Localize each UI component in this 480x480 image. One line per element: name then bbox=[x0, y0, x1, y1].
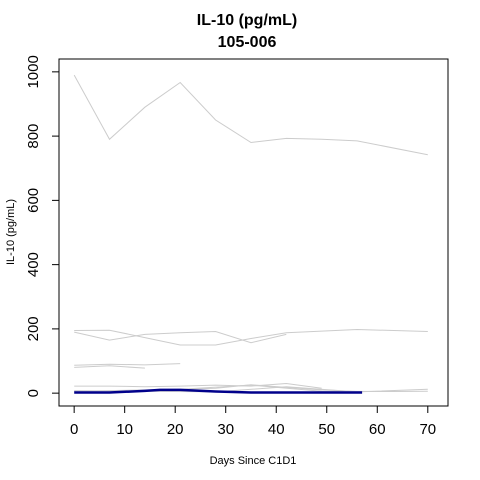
y-tick-label: 1000 bbox=[25, 55, 42, 88]
series-line-5 bbox=[74, 365, 145, 369]
x-tick-label: 20 bbox=[167, 421, 184, 438]
chart-subtitle: 105-006 bbox=[218, 34, 277, 51]
x-tick-label: 0 bbox=[70, 421, 78, 438]
series-line-4 bbox=[74, 363, 181, 366]
highlighted-series-line bbox=[74, 388, 363, 394]
x-tick-label: 50 bbox=[318, 421, 335, 438]
series-line-3 bbox=[74, 330, 287, 344]
series-layer bbox=[73, 74, 428, 394]
chart-title: IL-10 (pg/mL) bbox=[197, 12, 297, 29]
y-tick-label: 200 bbox=[25, 316, 42, 341]
plot-frame bbox=[58, 58, 449, 407]
x-tick-label: 30 bbox=[217, 421, 234, 438]
x-tick-label: 60 bbox=[369, 421, 386, 438]
y-tick-label: 600 bbox=[25, 188, 42, 213]
series-line-7 bbox=[74, 384, 358, 392]
series-line-1 bbox=[73, 74, 428, 156]
y-tick-label: 400 bbox=[25, 252, 42, 277]
x-tick-label: 40 bbox=[268, 421, 285, 438]
axis-layer: 0 10 20 30 40 50 60 70 0 200 400 600 800 1000 bbox=[25, 55, 436, 438]
y-tick-label: 800 bbox=[25, 124, 42, 149]
x-tick-label: 10 bbox=[116, 421, 133, 438]
series-line-6 bbox=[74, 382, 322, 389]
series-line-9 bbox=[180, 384, 428, 393]
y-tick-label: 0 bbox=[25, 389, 42, 397]
y-axis-label: IL-10 (pg/mL) bbox=[5, 199, 17, 265]
series-line-2 bbox=[74, 328, 428, 346]
x-tick-label: 70 bbox=[419, 421, 436, 438]
x-axis-label: Days Since C1D1 bbox=[210, 455, 297, 467]
